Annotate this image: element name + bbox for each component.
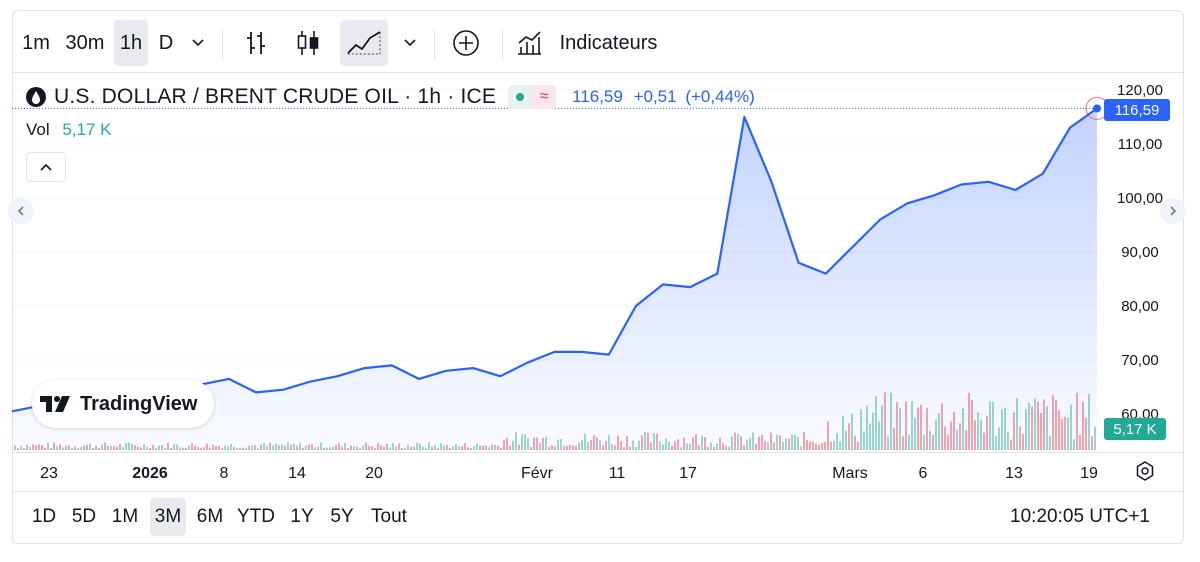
range-bar-divider [12,491,1184,492]
range-all[interactable]: Tout [371,506,407,527]
delayed-data-icon: ≈ [532,85,557,109]
price-tick-label: 120,00 [1117,82,1163,99]
candle-chart-icon[interactable] [290,20,326,66]
time-tick-label: 14 [288,465,306,482]
time-axis-divider [12,452,1184,453]
area-chart-icon[interactable] [340,20,388,66]
bar-chart-icon[interactable] [238,20,274,66]
time-tick-label: Mars [832,465,868,482]
time-tick-label: 11 [609,465,626,482]
top-toolbar: 1m 30m 1h D Indicat [12,20,1184,68]
clock-timezone[interactable]: 10:20:05 UTC+1 [1010,506,1150,527]
last-price-marker: 116,59 [1104,99,1170,121]
price-area-fill [12,108,1097,451]
time-tick-label: 20 [365,465,383,482]
volume-value: 5,17 K [62,120,112,139]
chevron-right-icon [1170,206,1177,216]
indicators-icon [518,31,541,55]
chart-widget-frame [12,10,1184,544]
tradingview-logo-icon [40,396,70,412]
range-ytd[interactable]: YTD [237,506,275,527]
price-tick-label: 100,00 [1117,190,1163,207]
toolbar-separator [502,30,503,60]
legend-last-price: 116,59 [572,87,623,106]
time-tick-label: 13 [1005,465,1023,482]
toolbar-divider [12,72,1184,73]
market-open-dot-icon [508,85,533,109]
last-volume-label: 5,17 K [1113,421,1156,438]
time-tick-label: 19 [1080,465,1098,482]
time-tick-label: 17 [679,465,697,482]
time-axis: 23 2026 8 14 20 Févr 11 17 Mars 6 13 19 [40,465,1098,482]
tradingview-wordmark: TradingView [80,392,198,415]
volume-legend: Vol 5,17 K [26,120,112,140]
scroll-left-button[interactable] [8,198,34,224]
last-price-label: 116,59 [1115,102,1160,119]
interval-d[interactable]: D [158,32,174,54]
time-tick-label: 2026 [132,465,168,482]
indicators-button[interactable]: Indicateurs [514,20,672,66]
price-tick-label: 70,00 [1121,352,1159,369]
time-tick-label: 23 [40,465,58,482]
market-status-badge[interactable]: ≈ [508,85,557,109]
chart-legend: U.S. DOLLAR / BRENT CRUDE OIL · 1h · ICE… [26,82,755,112]
time-tick-label: 8 [220,465,229,482]
range-6m[interactable]: 6M [196,506,224,527]
interval-1h[interactable]: 1h [114,20,148,66]
chevron-up-icon [40,163,52,171]
toolbar-separator [434,30,435,60]
tradingview-watermark[interactable]: TradingView [32,380,214,428]
price-tick-label: 90,00 [1121,244,1159,261]
symbol-title[interactable]: U.S. DOLLAR / BRENT CRUDE OIL · 1h · ICE [54,85,497,108]
gear-icon [1136,461,1154,481]
interval-1m[interactable]: 1m [22,32,50,54]
range-3m[interactable]: 3M [150,498,186,536]
add-circle-icon[interactable] [446,20,486,66]
range-selector: 1D 5D 1M 3M 6M YTD 1Y 5Y Tout 10:20:05 U… [12,494,1184,540]
time-tick-label: Févr [521,465,554,482]
scroll-right-button[interactable] [1160,198,1186,224]
toolbar-separator [222,30,223,60]
interval-30m[interactable]: 30m [65,32,105,54]
interval-dropdown-chevron-down-icon[interactable] [186,20,210,66]
legend-change-pct: (+0,44%) [685,87,755,106]
last-volume-marker: 5,17 K [1104,418,1166,440]
range-1y[interactable]: 1Y [290,506,314,527]
last-price-dot [1093,104,1101,113]
range-5y[interactable]: 5Y [330,506,354,527]
time-tick-label: 6 [919,465,928,482]
price-tick-label: 110,00 [1118,136,1163,153]
indicators-label: Indicateurs [559,32,658,54]
oil-drop-icon [26,87,46,107]
collapse-legend-button[interactable] [26,152,66,182]
range-5d[interactable]: 5D [71,506,97,527]
range-1d[interactable]: 1D [31,506,57,527]
range-1m[interactable]: 1M [111,506,139,527]
chart-type-chevron-down-icon[interactable] [398,20,422,66]
chevron-left-icon [17,206,24,216]
volume-label: Vol [26,120,50,139]
settings-button[interactable] [1134,460,1156,487]
legend-change: +0,51 [633,87,677,106]
price-tick-label: 80,00 [1121,298,1159,315]
